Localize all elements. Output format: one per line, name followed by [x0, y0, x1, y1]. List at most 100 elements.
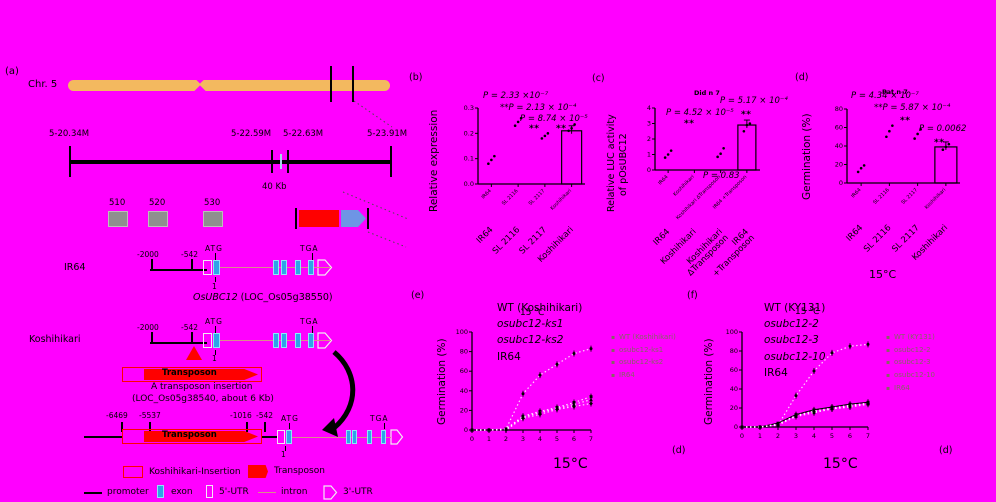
category-label: SL 2116	[491, 225, 522, 256]
data-point	[521, 416, 525, 421]
panel-a-label: (a)	[5, 66, 19, 77]
exon	[367, 430, 372, 444]
p-value-annotation: P = 0.83	[703, 171, 740, 181]
scatter-point	[856, 170, 860, 174]
legend-exon-label: exon	[171, 487, 193, 497]
scatter-point	[513, 124, 517, 128]
y-tick-label: 0.2	[464, 129, 474, 137]
tga-tick	[384, 423, 385, 429]
legend-marker-icon: ▪	[886, 334, 891, 341]
exon	[352, 430, 357, 444]
tga-tick	[312, 253, 313, 261]
x-tick-label: 5	[555, 435, 559, 443]
promoter-tick	[191, 332, 193, 343]
exon1-tick	[215, 350, 216, 355]
exon	[281, 333, 287, 348]
series-name-label: WT (Koshihikari)	[497, 302, 583, 314]
e-ylabel: Germination (%)	[436, 338, 448, 425]
data-point	[589, 401, 593, 406]
category-label-small: SL 2117	[528, 188, 547, 207]
panel-c-label: (c)	[592, 73, 605, 84]
atg-tick	[215, 253, 216, 261]
gene-box-510	[108, 211, 128, 227]
b-ylabel: Relative expression	[428, 109, 440, 212]
tga-label: TGA	[300, 244, 319, 253]
e-temperature-overlay: 15 ℃	[520, 308, 545, 318]
x-tick-label: 6	[572, 435, 576, 443]
gene-id-label: 530	[204, 198, 221, 208]
koshihikari-row-label: Koshihikari	[29, 334, 81, 345]
expanded-pos-label: -1016	[230, 411, 252, 420]
y-tick-label: 80	[835, 105, 843, 113]
scatter-point	[663, 156, 667, 159]
series-name-label: osubc12-3	[764, 334, 819, 347]
bar	[737, 124, 757, 171]
legend-transposon-label: Transposon	[274, 466, 325, 476]
data-point	[866, 342, 870, 346]
panel-f-label: (f)	[687, 290, 698, 301]
legend-entry: ▪ osubc12-3	[886, 358, 935, 371]
scatter-point	[745, 123, 749, 127]
legend-insertion-swatch	[123, 466, 143, 478]
significance-marker: **	[900, 116, 911, 126]
legend-marker-icon: ▪	[611, 372, 616, 380]
gene-arrow-blue	[341, 210, 366, 227]
transposon-box-red	[299, 210, 339, 227]
legend-entry: ▪ WT (Koshihikari)	[611, 333, 676, 346]
scatter-point	[716, 155, 719, 159]
data-point	[589, 397, 593, 402]
gene-id-label: 520	[149, 198, 166, 208]
exon	[213, 333, 220, 348]
data-point	[866, 402, 870, 406]
data-point	[830, 407, 834, 411]
scatter-point	[543, 134, 547, 138]
legend-entry: ▪ osubc12-ks1	[611, 346, 676, 359]
utr3-arrow-ir64	[317, 259, 333, 276]
insertion-site-triangle	[186, 346, 202, 360]
legend-entry: ▪ IR64	[886, 384, 935, 397]
legend-entry: ▪ osubc12-2	[886, 346, 935, 359]
legend-marker-icon: ▪	[886, 372, 891, 380]
p-value-annotation: P = 4.34 × 10⁻⁷	[851, 91, 919, 101]
y-tick-label: 20	[835, 161, 843, 169]
data-point	[521, 392, 525, 396]
exon	[308, 333, 314, 348]
y-tick-label: 40	[730, 385, 738, 393]
scatter-point	[944, 145, 948, 149]
p-value-annotation: P = 8.74 × 10⁻⁵	[520, 114, 588, 124]
transposon-arrow	[144, 431, 258, 442]
exon	[295, 333, 301, 348]
promoter-line	[150, 269, 207, 271]
significance-marker: **	[556, 124, 567, 134]
panel-d-label: (d)	[795, 72, 809, 83]
scatter-point	[669, 149, 673, 152]
x-tick-label: 7	[589, 435, 593, 443]
gene-box-520	[148, 211, 168, 227]
legend-entry: ▪ IR64	[611, 371, 676, 384]
legend-utr5-label: 5'-UTR	[219, 487, 249, 497]
e-temperature-label: 15°C	[553, 456, 588, 472]
d-ylabel: Germination (%)	[801, 113, 813, 200]
data-point	[812, 411, 816, 415]
scatter-point	[742, 129, 746, 133]
data-point	[572, 404, 576, 409]
legend-utr5-swatch	[206, 485, 213, 498]
scatter-point	[885, 135, 888, 139]
y-tick-label: 0	[464, 426, 468, 434]
utr3-arrow-expanded	[390, 429, 404, 445]
data-point	[555, 362, 559, 366]
curved-arrow	[332, 350, 356, 430]
legend-marker-icon: ▪	[611, 346, 616, 354]
gene-box-530	[203, 211, 223, 227]
exon	[346, 430, 351, 444]
atg-label: ATG	[205, 317, 223, 326]
promoter-line	[262, 436, 278, 438]
p-value-annotation: P = 2.33 ×10⁻⁷	[483, 91, 549, 101]
series-name-label: osubc12-2	[764, 318, 819, 331]
scatter-point	[516, 120, 520, 124]
bar	[934, 146, 958, 184]
utr5-box	[203, 333, 212, 348]
scatter-point	[748, 122, 752, 125]
exon1-number: 1	[212, 354, 217, 363]
